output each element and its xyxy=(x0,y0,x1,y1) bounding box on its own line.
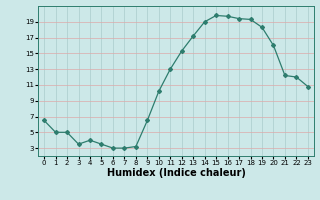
X-axis label: Humidex (Indice chaleur): Humidex (Indice chaleur) xyxy=(107,168,245,178)
